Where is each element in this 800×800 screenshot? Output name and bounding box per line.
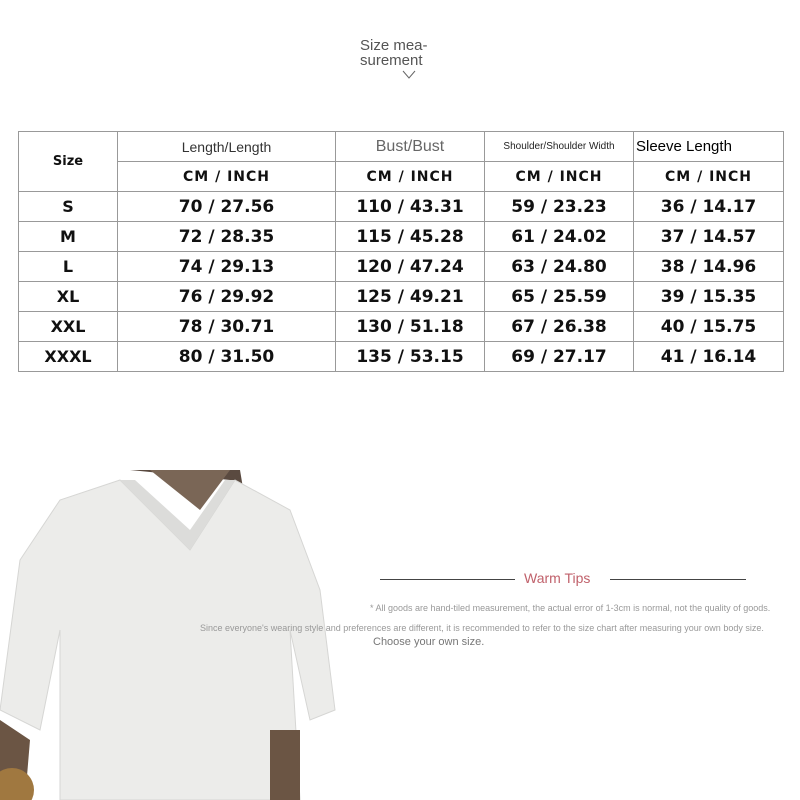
- measurement-cell: 110 / 43.31: [335, 191, 485, 222]
- measurement-cell: 41 / 16.14: [633, 341, 784, 372]
- measurement-cell: 72 / 28.35: [117, 221, 336, 252]
- unit-label: CM / INCH: [335, 161, 485, 192]
- measurement-cell: 76 / 29.92: [117, 281, 336, 312]
- measurement-cell: 70 / 27.56: [117, 191, 336, 222]
- title-line-1: Size mea-: [360, 37, 428, 54]
- measurement-cell: 67 / 26.38: [484, 311, 634, 342]
- tip-line-1: * All goods are hand-tiled measurement, …: [370, 603, 771, 613]
- size-cell: S: [18, 191, 118, 222]
- measurement-cell: 69 / 27.17: [484, 341, 634, 372]
- measurement-cell: 130 / 51.18: [335, 311, 485, 342]
- size-cell: XL: [18, 281, 118, 312]
- measurement-cell: 135 / 53.15: [335, 341, 485, 372]
- measurement-cell: 74 / 29.13: [117, 251, 336, 282]
- table-row: XL 76 / 29.92 125 / 49.21 65 / 25.59 39 / 15…: [18, 281, 784, 312]
- measurement-cell: 120 / 47.24: [335, 251, 485, 282]
- table-row: M 72 / 28.35 115 / 45.28 61 / 24.02 37 / 14.…: [18, 221, 784, 252]
- col-bust: Bust/Bust: [335, 131, 485, 162]
- unit-label: CM / INCH: [484, 161, 634, 192]
- measurement-cell: 40 / 15.75: [633, 311, 784, 342]
- measurement-cell: 78 / 30.71: [117, 311, 336, 342]
- measurement-cell: 37 / 14.57: [633, 221, 784, 252]
- size-cell: XXL: [18, 311, 118, 342]
- divider-left: [380, 579, 515, 580]
- unit-label: CM / INCH: [633, 161, 784, 192]
- table-row: S 70 / 27.56 110 / 43.31 59 / 23.23 36 / 14.…: [18, 191, 784, 222]
- tip-line-3: Choose your own size.: [373, 636, 485, 648]
- product-photo-shirt: [0, 470, 340, 800]
- section-title: Size mea- surement: [360, 38, 450, 68]
- title-line-2: surement: [360, 52, 423, 69]
- measurement-cell: 38 / 14.96: [633, 251, 784, 282]
- size-header: Size: [18, 131, 118, 192]
- tip-line-2: Since everyone's wearing style and prefe…: [200, 623, 764, 633]
- col-shoulder: Shoulder/Shoulder Width: [484, 131, 634, 162]
- table-row: L 74 / 29.13 120 / 47.24 63 / 24.80 38 / 14.…: [18, 251, 784, 282]
- measurement-cell: 125 / 49.21: [335, 281, 485, 312]
- measurement-cell: 36 / 14.17: [633, 191, 784, 222]
- size-cell: XXXL: [18, 341, 118, 372]
- unit-label: CM / INCH: [117, 161, 336, 192]
- size-cell: L: [18, 251, 118, 282]
- measurement-cell: 59 / 23.23: [484, 191, 634, 222]
- measurement-cell: 115 / 45.28: [335, 221, 485, 252]
- chevron-down-icon: [402, 70, 416, 79]
- table-row: XXXL 80 / 31.50 135 / 53.15 69 / 27.17 41 / …: [18, 341, 784, 372]
- measurement-cell: 61 / 24.02: [484, 221, 634, 252]
- measurement-cell: 39 / 15.35: [633, 281, 784, 312]
- col-length: Length/Length: [117, 131, 336, 162]
- table-row: XXL 78 / 30.71 130 / 51.18 67 / 26.38 40 / 1…: [18, 311, 784, 342]
- measurement-cell: 63 / 24.80: [484, 251, 634, 282]
- size-table: Size Length/Length Bust/Bust Shoulder/Sh…: [18, 131, 784, 372]
- size-cell: M: [18, 221, 118, 252]
- measurement-cell: 65 / 25.59: [484, 281, 634, 312]
- measurement-cell: 80 / 31.50: [117, 341, 336, 372]
- warm-tips-heading: Warm Tips: [524, 570, 591, 586]
- col-sleeve: Sleeve Length: [633, 131, 784, 162]
- divider-right: [610, 579, 746, 580]
